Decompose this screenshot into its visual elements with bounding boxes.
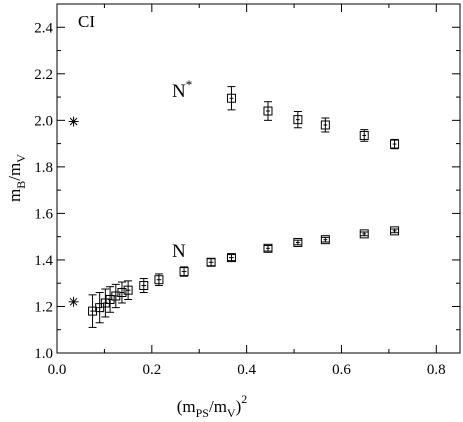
- data-point: [226, 86, 236, 111]
- series-label-n: N: [172, 241, 186, 262]
- data-point: [105, 286, 115, 313]
- data-point: [95, 292, 105, 324]
- square-marker: [359, 229, 369, 239]
- data-point: [390, 226, 400, 236]
- square-marker: [88, 306, 98, 316]
- square-marker: [226, 93, 236, 103]
- data-point: [154, 273, 164, 287]
- y-tick-label: 2.2: [34, 67, 53, 83]
- x-tick-label: 0.0: [48, 362, 67, 378]
- square-marker: [359, 130, 369, 140]
- data-point: [293, 110, 303, 129]
- square-marker: [320, 235, 330, 245]
- square-marker: [117, 288, 127, 298]
- y-tick-label: 1.6: [34, 206, 53, 222]
- square-marker: [206, 257, 216, 267]
- x-axis-label: (mPS/mV)2: [177, 392, 248, 420]
- x-tick-label: 0.2: [142, 362, 161, 378]
- square-marker: [390, 226, 400, 236]
- x-tick-label: 0.6: [332, 362, 351, 378]
- square-marker: [123, 285, 133, 295]
- y-tick-label: 1.4: [34, 253, 53, 269]
- square-marker: [293, 115, 303, 125]
- data-point: [206, 257, 216, 267]
- data-point: [320, 235, 330, 245]
- data-point: [100, 288, 110, 318]
- x-tick-label: 0.8: [427, 362, 446, 378]
- square-marker: [263, 106, 273, 116]
- y-axis-label: mB/mV: [5, 154, 28, 202]
- square-marker: [320, 120, 330, 130]
- data-point: [263, 101, 273, 121]
- y-tick-label: 1.2: [34, 299, 53, 315]
- square-marker: [95, 303, 105, 313]
- square-marker: [105, 294, 115, 304]
- data-point: [263, 243, 273, 253]
- y-tick-label: 2.4: [34, 20, 53, 36]
- asterisk-point: [68, 116, 79, 127]
- data-point: [111, 283, 121, 309]
- y-tick-label: 1.8: [34, 160, 53, 176]
- square-marker: [139, 281, 149, 291]
- x-tick-label: 0.4: [237, 362, 256, 378]
- data-marks: [68, 86, 400, 328]
- square-marker: [390, 139, 400, 149]
- data-point: [320, 117, 330, 133]
- square-marker: [100, 298, 110, 308]
- y-tick-label: 2.0: [34, 113, 53, 129]
- y-tick-label: 1.0: [34, 346, 53, 362]
- data-point: [293, 237, 303, 247]
- square-marker: [179, 267, 189, 277]
- series-label-n-star: N*: [172, 77, 192, 102]
- data-point: [390, 138, 400, 150]
- square-marker: [154, 275, 164, 285]
- data-point: [88, 294, 98, 328]
- square-marker: [293, 237, 303, 247]
- tick-labels: 0.0 0.2 0.4 0.6 0.8 1.0 1.2 1.4 1.6 1.8 2.0 2.2 2.4: [34, 20, 445, 378]
- panel-label: CI: [78, 12, 95, 31]
- plot-frame: [56, 3, 461, 354]
- data-point: [123, 280, 133, 300]
- square-marker: [111, 291, 121, 301]
- data-point: [226, 253, 236, 263]
- asterisk-point: [68, 296, 79, 307]
- axis-ticks: [56, 4, 460, 354]
- data-point: [139, 278, 149, 294]
- data-point: [117, 281, 127, 304]
- square-marker: [226, 253, 236, 263]
- square-marker: [263, 243, 273, 253]
- data-point: [359, 229, 369, 239]
- data-point: [359, 129, 369, 142]
- data-point: [179, 266, 189, 277]
